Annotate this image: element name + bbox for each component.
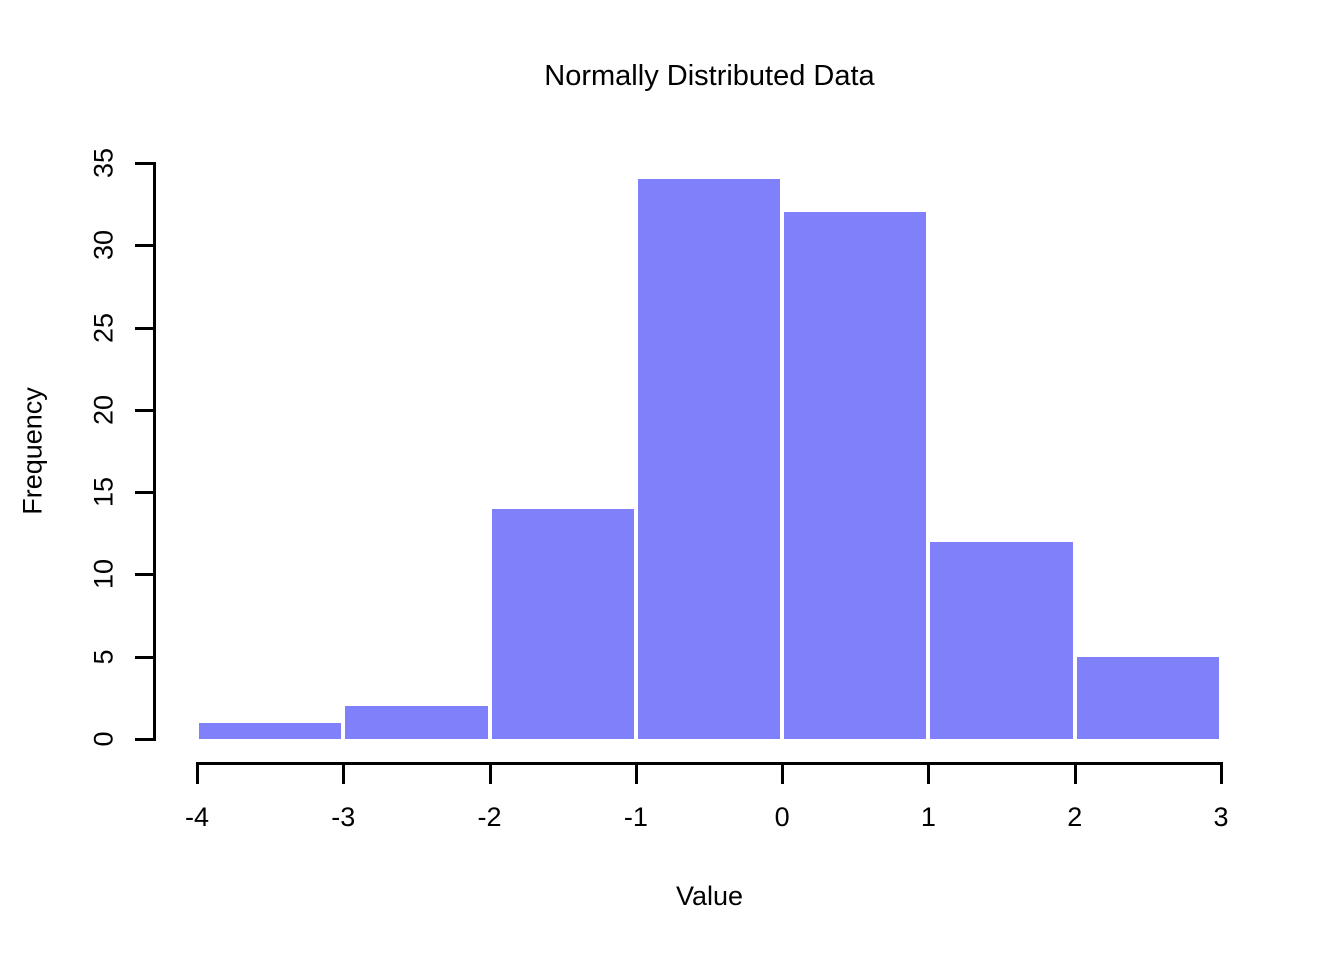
x-tick-label: 2: [1067, 802, 1083, 832]
histogram-bar: [930, 541, 1073, 739]
y-tick: [135, 408, 153, 412]
x-tick: [1220, 762, 1223, 784]
y-tick-label: 35: [88, 147, 119, 179]
x-tick-label: 3: [1213, 802, 1229, 832]
y-tick: [135, 655, 153, 659]
x-tick-label: -2: [477, 802, 502, 832]
x-tick-label: 1: [920, 802, 936, 832]
x-tick-label: -3: [331, 802, 356, 832]
y-tick-label: 10: [88, 559, 119, 590]
x-tick: [781, 762, 785, 784]
y-tick: [135, 326, 153, 330]
x-tick-label: -1: [623, 802, 648, 832]
histogram-bar: [784, 212, 927, 739]
y-tick-label: 15: [88, 477, 119, 508]
x-tick-label: -4: [184, 802, 210, 832]
x-tick-label: 0: [774, 802, 790, 832]
x-axis-label: Value: [675, 881, 744, 911]
y-tick: [135, 162, 153, 165]
y-tick-label: 25: [88, 312, 119, 343]
y-tick: [135, 491, 153, 495]
x-tick: [196, 762, 199, 784]
y-tick-label: 30: [88, 230, 119, 261]
x-tick: [342, 762, 346, 784]
y-axis-line: [153, 162, 156, 741]
x-tick: [634, 762, 638, 784]
y-tick: [135, 244, 153, 248]
x-tick: [927, 762, 931, 784]
histogram-bar: [199, 722, 342, 739]
y-tick-label: 20: [88, 394, 119, 425]
y-tick: [135, 738, 153, 741]
y-tick-label: 0: [88, 731, 119, 747]
histogram-bar: [345, 706, 488, 739]
y-tick-label: 5: [88, 649, 119, 665]
chart-title: Normally Distributed Data: [544, 60, 875, 92]
histogram-bar: [491, 508, 634, 739]
histogram-bar: [1076, 656, 1219, 739]
x-tick: [1073, 762, 1077, 784]
x-axis-line: [197, 762, 1222, 765]
y-axis-label: Frequency: [17, 387, 48, 515]
y-tick: [135, 573, 153, 577]
histogram-bar: [637, 179, 781, 739]
x-tick: [488, 762, 492, 784]
